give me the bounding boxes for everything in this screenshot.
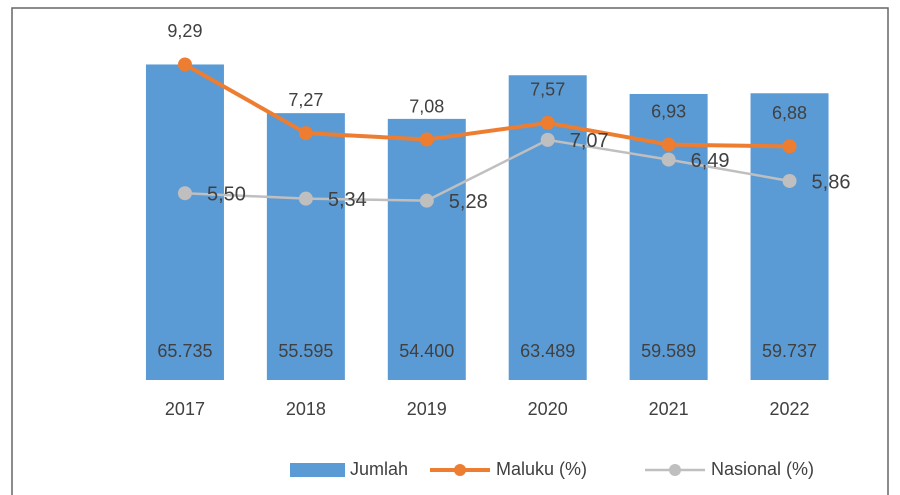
legend-label: Jumlah	[350, 459, 408, 479]
line-marker	[177, 57, 192, 72]
line-value-label: 7,57	[530, 80, 565, 100]
bar	[629, 93, 708, 380]
bar	[750, 93, 829, 381]
legend-label: Maluku (%)	[496, 459, 587, 479]
line-marker	[782, 139, 797, 154]
bar-value-label: 63.489	[520, 341, 575, 361]
bar-value-label: 59.589	[641, 341, 696, 361]
line-value-label: 9,29	[167, 21, 202, 41]
bar	[387, 118, 466, 380]
bar-value-label: 65.735	[157, 341, 212, 361]
line-marker	[177, 186, 192, 201]
line-marker	[661, 137, 676, 152]
line-value-label: 6,93	[651, 101, 686, 121]
line	[184, 138, 790, 202]
bar-value-label: 54.400	[399, 341, 454, 361]
line-value-label: 6,49	[691, 150, 730, 172]
x-tick-label: 2018	[286, 399, 326, 419]
legend-swatch	[290, 463, 345, 477]
legend-label: Nasional (%)	[711, 459, 814, 479]
line-value-label: 7,27	[288, 90, 323, 110]
frame	[11, 7, 889, 495]
line-marker	[419, 132, 434, 147]
x-tick-label: 2019	[407, 399, 447, 419]
line-value-label: 7,08	[409, 96, 444, 116]
legend-marker	[454, 464, 466, 476]
line-marker	[298, 126, 313, 141]
line	[183, 62, 790, 149]
line-value-label: 5,28	[449, 191, 488, 213]
line-marker	[419, 193, 434, 208]
legend-marker	[669, 464, 681, 476]
line-value-label: 7,07	[570, 130, 609, 152]
line-marker	[540, 115, 555, 130]
line-marker	[782, 173, 797, 188]
x-tick-label: 2017	[165, 399, 205, 419]
line-value-label: 5,34	[328, 189, 367, 211]
x-tick-label: 2021	[649, 399, 689, 419]
line-value-label: 5,86	[812, 171, 851, 193]
bar	[266, 113, 345, 381]
line-marker	[298, 191, 313, 206]
bar	[145, 64, 224, 381]
line-marker	[540, 132, 555, 147]
line-marker	[661, 152, 676, 167]
bar-value-label: 59.737	[762, 341, 817, 361]
bar-value-label: 55.595	[278, 341, 333, 361]
x-tick-label: 2022	[770, 399, 810, 419]
line-value-label: 6,88	[772, 103, 807, 123]
x-tick-label: 2020	[528, 399, 568, 419]
line-value-label: 5,50	[207, 183, 246, 205]
